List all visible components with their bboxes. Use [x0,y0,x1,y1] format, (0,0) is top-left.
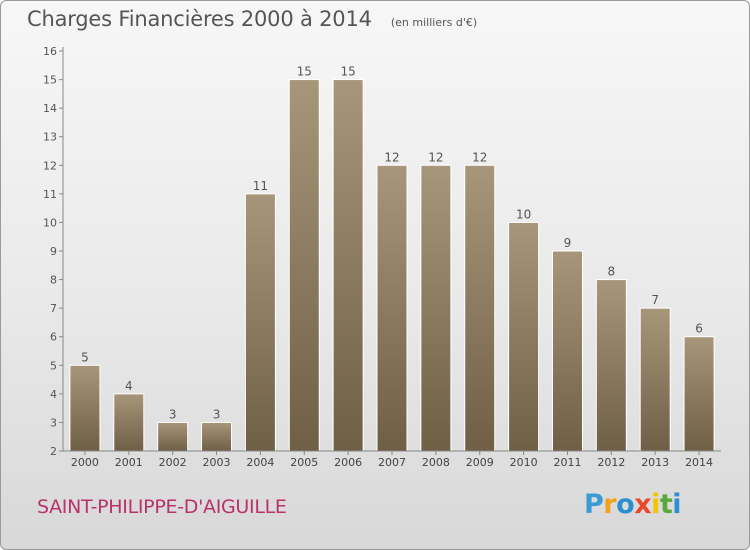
data-label: 6 [695,322,703,336]
y-tick-label: 4 [50,388,57,401]
y-tick-label: 12 [43,159,57,172]
logo-letter: r [603,489,617,520]
data-label: 15 [297,65,312,79]
data-label: 4 [125,379,133,393]
data-label: 12 [472,150,487,164]
bar-2012[interactable] [595,279,627,452]
y-tick-label: 2 [50,445,57,458]
x-tick-label: 2003 [203,456,231,469]
proxiti-logo[interactable]: Proxiti [584,489,682,520]
data-label: 10 [516,207,531,221]
y-tick-label: 9 [50,245,57,258]
y-tick-label: 7 [50,302,57,315]
x-tick-label: 2008 [422,456,450,469]
bar-2004[interactable] [244,193,276,452]
x-tick-label: 2014 [685,456,713,469]
logo-letter: o [616,489,635,520]
data-label: 8 [608,265,616,279]
town-name: SAINT-PHILIPPE-D'AIGUILLE [37,496,287,518]
x-tick-label: 2009 [466,456,494,469]
data-label: 3 [169,407,177,421]
title-row: Charges Financières 2000 à 2014 (en mill… [27,7,477,31]
bar-2000[interactable] [69,364,101,452]
x-tick-label: 2004 [246,456,274,469]
logo-letter: i [651,489,660,520]
bar-2010[interactable] [508,221,540,452]
y-tick-label: 5 [50,359,57,372]
logo-letter: P [584,489,604,520]
bar-2002[interactable] [157,421,189,452]
data-label: 9 [564,236,572,250]
data-label: 12 [384,150,399,164]
x-tick-label: 2005 [290,456,318,469]
x-tick-label: 2002 [159,456,187,469]
x-tick-label: 2007 [378,456,406,469]
bar-2003[interactable] [201,421,233,452]
y-tick-label: 6 [50,331,57,344]
bar-2001[interactable] [113,393,145,452]
bar-2007[interactable] [376,164,408,452]
bar-2008[interactable] [420,164,452,452]
x-tick-label: 2001 [115,456,143,469]
bar-2011[interactable] [551,250,583,452]
x-tick-label: 2000 [71,456,99,469]
data-label: 3 [213,407,221,421]
y-tick-label: 3 [50,416,57,429]
logo-letter: i [672,489,682,520]
data-label: 12 [428,150,443,164]
data-label: 11 [253,179,268,193]
x-tick-label: 2012 [597,456,625,469]
y-tick-label: 8 [50,274,57,287]
data-label: 15 [340,65,355,79]
data-label: 5 [81,350,89,364]
x-tick-label: 2011 [553,456,581,469]
y-tick-label: 13 [43,131,57,144]
x-tick-label: 2006 [334,456,362,469]
chart-title: Charges Financières 2000 à 2014 [27,7,372,31]
y-tick-label: 11 [43,188,57,201]
logo-letter: x [634,489,652,520]
bar-2014[interactable] [683,336,715,452]
x-tick-label: 2010 [510,456,538,469]
chart-unit: (en milliers d'€) [390,16,478,29]
bar-2005[interactable] [288,79,320,452]
logo-letter: t [659,489,673,520]
y-tick-label: 10 [43,216,57,229]
y-tick-label: 16 [43,45,57,58]
x-tick-label: 2013 [641,456,669,469]
bar-2006[interactable] [332,79,364,452]
y-tick-label: 15 [43,74,57,87]
bar-2013[interactable] [639,307,671,452]
y-tick-label: 14 [43,102,57,115]
bar-2009[interactable] [464,164,496,452]
data-label: 7 [651,293,659,307]
